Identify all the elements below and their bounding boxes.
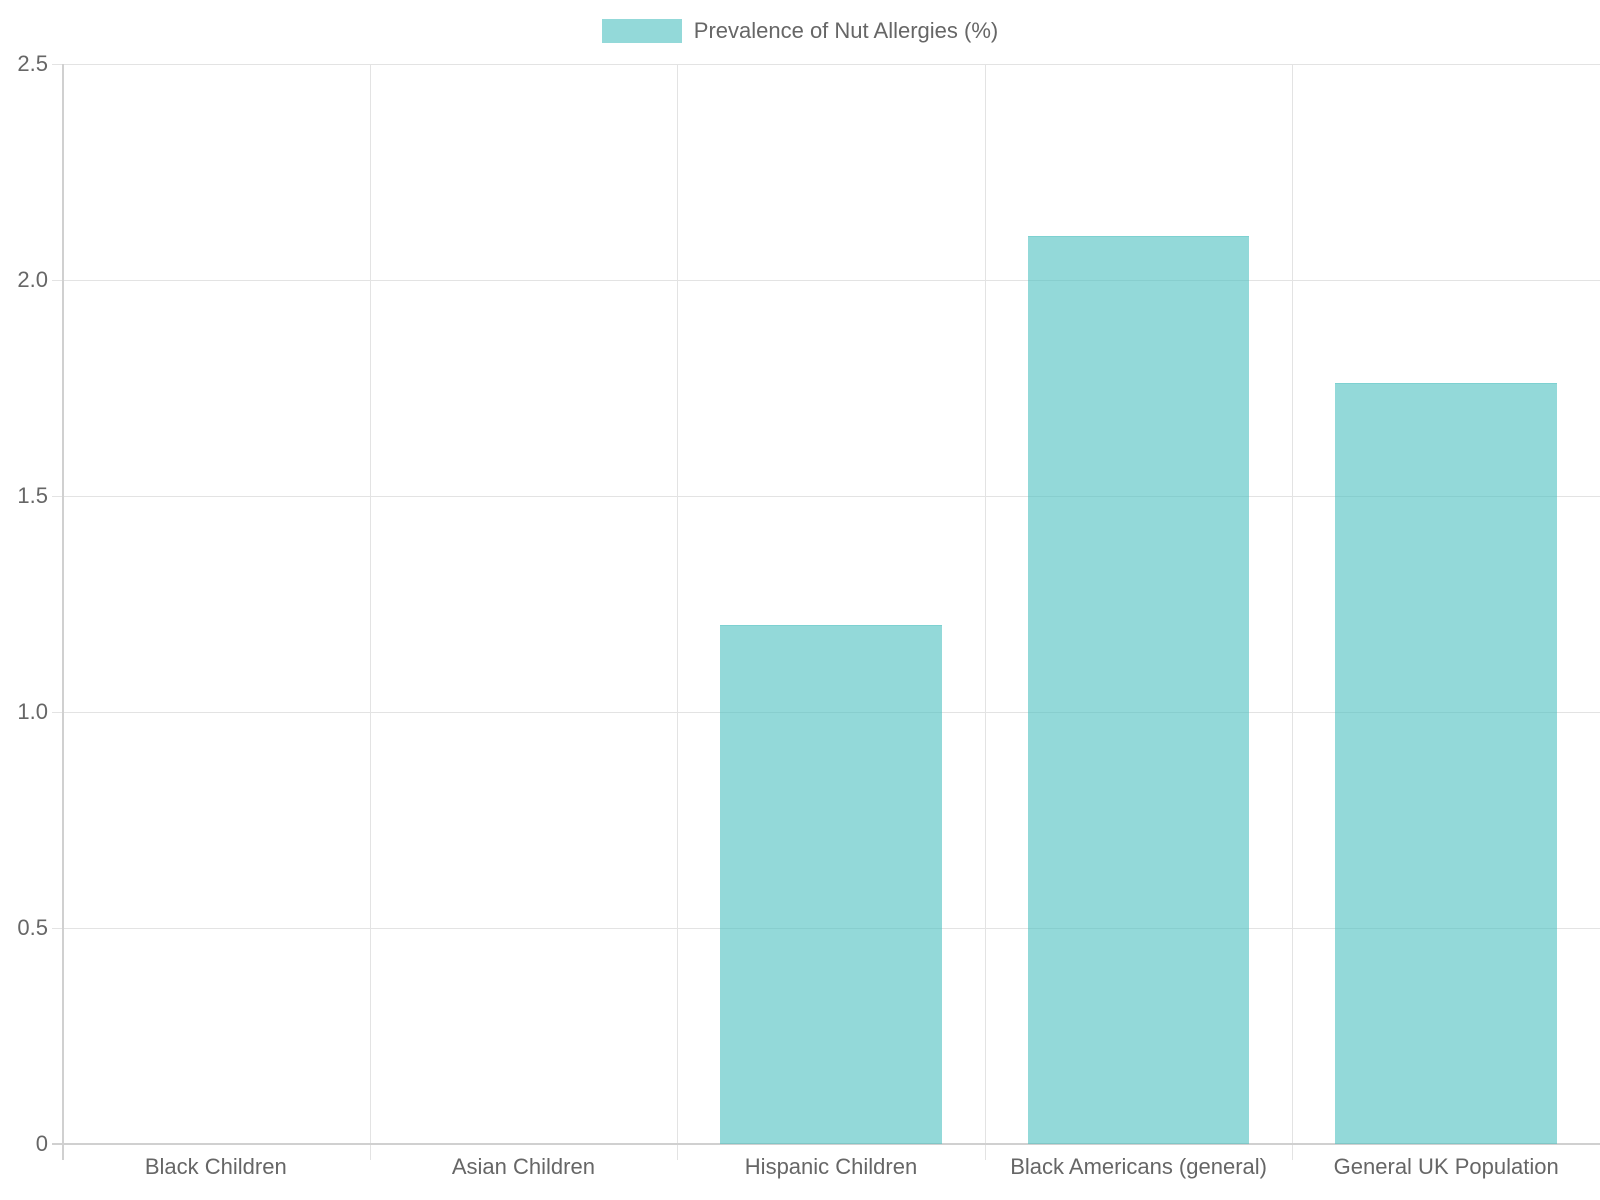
- plot-area: [52, 64, 1600, 1160]
- y-axis-line: [62, 64, 64, 1160]
- gridline-horizontal: [52, 280, 1600, 281]
- gridline-horizontal: [52, 496, 1600, 497]
- y-tick-label: 2.0: [17, 267, 48, 292]
- y-tick-label: 0.5: [17, 915, 48, 940]
- chart-legend[interactable]: Prevalence of Nut Allergies (%): [0, 18, 1600, 44]
- bar[interactable]: [720, 624, 942, 1144]
- x-tick-label: Asian Children: [451, 1154, 595, 1179]
- y-tick-label: 0: [35, 1131, 48, 1156]
- x-tick-label: Black Americans (general): [1010, 1154, 1267, 1179]
- x-tick-label: Black Children: [144, 1154, 287, 1179]
- x-axis-line: [52, 1143, 1600, 1145]
- y-tick-label: 1.0: [17, 699, 48, 724]
- y-tick-label: 2.5: [17, 51, 48, 76]
- x-tick-label: Hispanic Children: [744, 1154, 918, 1179]
- legend-label: Prevalence of Nut Allergies (%): [693, 18, 999, 43]
- bar[interactable]: [1027, 235, 1250, 1144]
- gridline-horizontal: [52, 64, 1600, 65]
- gridline-vertical: [984, 64, 986, 1160]
- gridline-vertical: [1292, 64, 1294, 1160]
- x-tick-label: General UK Population: [1333, 1154, 1559, 1179]
- gridline-vertical: [677, 64, 679, 1160]
- gridline-vertical: [369, 64, 371, 1160]
- y-tick-label: 1.5: [17, 483, 48, 508]
- legend-swatch: [601, 19, 682, 43]
- bar[interactable]: [1335, 382, 1557, 1144]
